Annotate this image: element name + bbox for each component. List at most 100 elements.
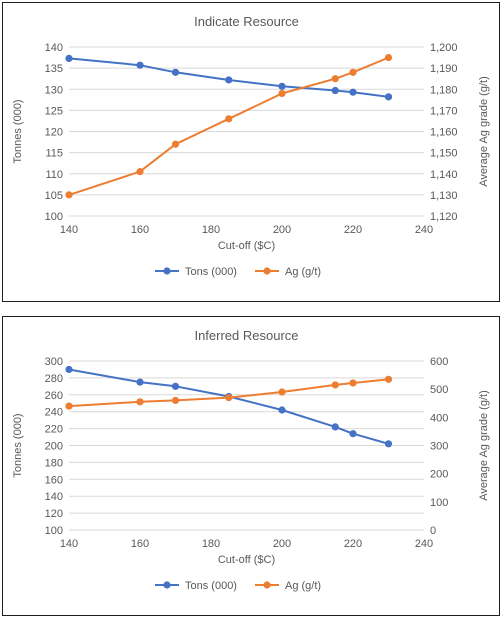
data-point-tons-000	[136, 61, 144, 69]
data-point-ag-g-t	[331, 381, 339, 389]
data-point-ag-g-t	[349, 379, 357, 387]
data-point-ag-g-t	[136, 398, 144, 406]
data-point-tons-000	[171, 68, 180, 76]
data-point-tons-000	[331, 423, 339, 431]
y-tick-label: 140	[45, 491, 63, 503]
y-tick-label: 260	[45, 390, 63, 402]
inferred-resource-chart: Inferred Resource 100 120 140 160 180 200 220 24…	[2, 316, 500, 616]
data-point-ag-g-t	[331, 75, 339, 83]
x-tick-label: 180	[202, 224, 220, 236]
x-axis-label: Cut-off ($C)	[218, 554, 275, 566]
y2-tick-label: 1,180	[430, 84, 458, 96]
data-point-ag-g-t	[384, 375, 393, 383]
y-tick-label: 105	[45, 190, 63, 202]
y-tick-label: 120	[45, 508, 63, 520]
y-tick-label: 100	[45, 525, 63, 537]
y-tick-label: 120	[45, 127, 63, 139]
x-tick-label: 220	[344, 224, 362, 236]
x-tick-label: 160	[131, 224, 149, 236]
x-axis-label: Cut-off ($C)	[218, 240, 275, 252]
chart-title: Inferred Resource	[194, 328, 298, 343]
data-point-tons-000	[384, 93, 393, 101]
indicate-resource-svg: Indicate Resource 100 105 110 115 120 125 130 13…	[12, 14, 490, 278]
y-tick-label: 160	[45, 474, 63, 486]
data-point-tons-000	[136, 378, 144, 386]
y2-tick-label: 1,170	[430, 105, 458, 117]
y-tick-label: 130	[45, 84, 63, 96]
data-point-ag-g-t	[171, 396, 180, 405]
y-tick-label: 280	[45, 373, 63, 385]
x-tick-label: 160	[131, 538, 149, 550]
data-point-tons-000	[278, 406, 286, 414]
y2-tick-label: 400	[430, 412, 448, 424]
y2-tick-label: 100	[430, 497, 448, 509]
legend-label-tons-000: Tons (000)	[185, 266, 237, 278]
data-point-tons-000	[331, 86, 339, 95]
y-tick-label: 115	[45, 148, 63, 160]
x-tick-label: 200	[273, 538, 291, 550]
y-tick-label: 180	[45, 457, 63, 469]
legend-marker-ag-g-t	[263, 267, 271, 275]
y2-tick-label: 1,190	[430, 63, 458, 75]
x-tick-label: 240	[415, 538, 433, 550]
legend-label-ag-g-t: Ag (g/t)	[285, 580, 321, 592]
data-point-tons-000	[65, 365, 73, 374]
y2-tick-label: 0	[430, 525, 436, 537]
data-point-tons-000	[171, 382, 180, 390]
data-point-ag-g-t	[136, 168, 144, 176]
data-point-tons-000	[225, 76, 233, 84]
y2-tick-label: 1,120	[430, 211, 458, 223]
y2-tick-label: 1,160	[430, 127, 458, 139]
data-point-ag-g-t	[278, 89, 286, 98]
y2-tick-label: 200	[430, 469, 448, 481]
data-point-tons-000	[384, 440, 393, 448]
y-axis-label: Tonnes (000)	[12, 99, 24, 163]
data-point-tons-000	[349, 430, 357, 438]
y-tick-label: 125	[45, 105, 63, 117]
y2-axis-label: Average Ag grade (g/t)	[478, 76, 490, 186]
y-tick-label: 100	[45, 211, 63, 223]
data-point-ag-g-t	[225, 115, 233, 123]
y2-tick-label: 600	[430, 356, 448, 368]
data-point-ag-g-t	[65, 402, 73, 410]
y-tick-label: 240	[45, 407, 63, 419]
data-point-ag-g-t	[171, 140, 180, 148]
x-tick-label: 240	[415, 224, 433, 236]
data-point-ag-g-t	[65, 191, 73, 199]
chart-title: Indicate Resource	[194, 14, 299, 29]
data-point-tons-000	[278, 82, 286, 90]
inferred-resource-svg: Inferred Resource 100 120 140 160 180 200 220 24…	[12, 328, 490, 592]
y2-axis-label: Average Ag grade (g/t)	[478, 390, 490, 500]
y2-tick-label: 300	[430, 441, 448, 453]
x-tick-label: 140	[60, 224, 78, 236]
y-tick-label: 300	[45, 356, 63, 368]
data-point-tons-000	[349, 88, 357, 96]
legend-marker-ag-g-t	[263, 581, 271, 589]
x-tick-label: 220	[344, 538, 362, 550]
legend-marker-tons-000	[163, 581, 171, 589]
y2-tick-label: 1,150	[430, 148, 458, 160]
legend-marker-tons-000	[163, 267, 171, 275]
indicate-resource-chart: Indicate Resource 100 105 110 115 120 125 130 13…	[2, 2, 500, 302]
data-point-ag-g-t	[349, 68, 357, 76]
y-tick-label: 135	[45, 63, 63, 75]
data-point-tons-000	[65, 54, 73, 63]
y-tick-label: 220	[45, 424, 63, 436]
data-point-ag-g-t	[278, 388, 286, 396]
y2-tick-label: 1,200	[430, 42, 458, 54]
y-tick-label: 200	[45, 441, 63, 453]
series-line-ag-g-t	[68, 378, 389, 408]
x-tick-label: 180	[202, 538, 220, 550]
y-tick-label: 110	[45, 169, 63, 181]
legend-label-ag-g-t: Ag (g/t)	[285, 266, 321, 278]
y-axis-label: Tonnes (000)	[12, 413, 24, 477]
legend-label-tons-000: Tons (000)	[185, 580, 237, 592]
y-tick-label: 140	[45, 42, 63, 54]
data-point-ag-g-t	[225, 394, 233, 402]
series-line-tons-000	[68, 368, 389, 445]
y2-tick-label: 500	[430, 384, 448, 396]
y2-tick-label: 1,140	[430, 169, 458, 181]
x-tick-label: 140	[60, 538, 78, 550]
x-tick-label: 200	[273, 224, 291, 236]
y2-tick-label: 1,130	[430, 190, 458, 202]
